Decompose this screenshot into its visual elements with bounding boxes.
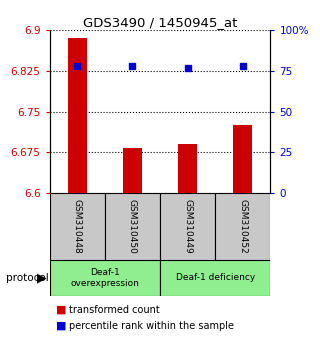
Text: GSM310450: GSM310450 bbox=[128, 199, 137, 254]
Bar bbox=[233, 125, 252, 193]
Text: GDS3490 / 1450945_at: GDS3490 / 1450945_at bbox=[83, 16, 237, 29]
Bar bbox=[215, 193, 270, 260]
Bar bbox=[160, 260, 270, 296]
Bar bbox=[123, 148, 142, 193]
Text: GSM310452: GSM310452 bbox=[238, 199, 247, 254]
Bar bbox=[68, 38, 87, 193]
Text: protocol: protocol bbox=[6, 273, 49, 283]
Text: Deaf-1
overexpression: Deaf-1 overexpression bbox=[70, 268, 139, 287]
Bar bbox=[178, 144, 197, 193]
Text: GSM310448: GSM310448 bbox=[73, 199, 82, 254]
Text: ▶: ▶ bbox=[37, 272, 46, 284]
Bar bbox=[50, 193, 105, 260]
Bar bbox=[105, 193, 160, 260]
Text: percentile rank within the sample: percentile rank within the sample bbox=[69, 321, 234, 331]
Text: GSM310449: GSM310449 bbox=[183, 199, 192, 254]
Text: ■: ■ bbox=[56, 305, 67, 315]
Text: Deaf-1 deficiency: Deaf-1 deficiency bbox=[176, 273, 255, 282]
Bar bbox=[160, 193, 215, 260]
Bar bbox=[50, 260, 160, 296]
Text: ■: ■ bbox=[56, 321, 67, 331]
Text: transformed count: transformed count bbox=[69, 305, 160, 315]
